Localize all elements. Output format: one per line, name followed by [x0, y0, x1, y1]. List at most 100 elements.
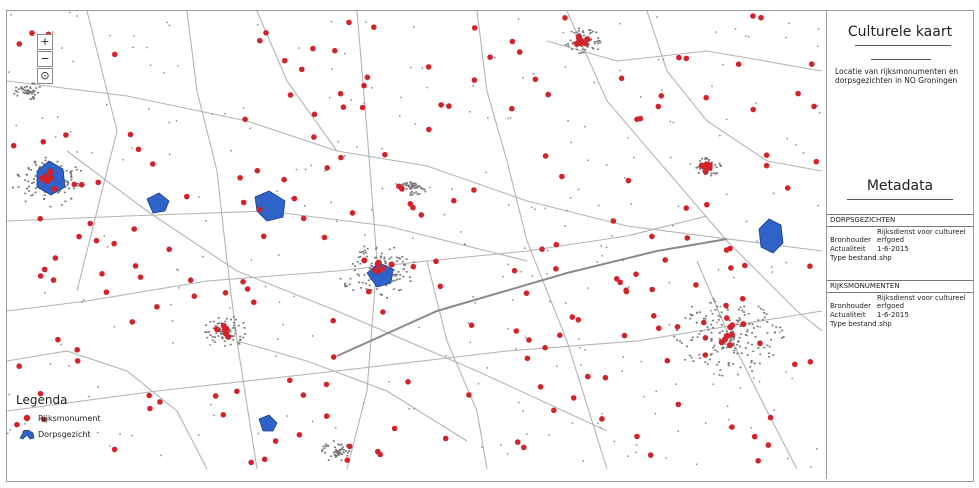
building	[395, 183, 397, 185]
building	[340, 459, 343, 462]
building	[212, 320, 215, 323]
building	[331, 68, 333, 70]
building	[344, 285, 347, 288]
building	[710, 161, 713, 164]
building	[817, 28, 820, 30]
rijksmonument-dot	[551, 407, 557, 414]
rijksmonument-dot	[281, 176, 287, 183]
building	[60, 165, 63, 167]
rijksmonument-dot	[330, 354, 337, 360]
building	[26, 187, 29, 190]
building	[368, 267, 371, 270]
rijksmonument-dot	[569, 314, 576, 320]
building	[34, 175, 37, 177]
building	[725, 346, 728, 349]
rijksmonument-dot	[767, 414, 774, 421]
building	[22, 87, 25, 90]
building	[485, 171, 487, 174]
building	[385, 284, 388, 287]
rijksmonument-dot	[131, 226, 137, 232]
building	[408, 276, 411, 278]
building	[715, 31, 718, 33]
building	[759, 307, 762, 310]
building	[507, 204, 510, 206]
building	[61, 47, 63, 49]
rijksmonument-dot	[47, 169, 54, 176]
building	[464, 243, 467, 245]
building	[34, 90, 36, 92]
building	[768, 352, 771, 355]
building	[396, 278, 399, 281]
building	[690, 314, 693, 317]
building	[60, 204, 63, 206]
building	[635, 451, 637, 454]
building	[477, 382, 480, 385]
building	[349, 277, 352, 280]
rijksmonument-dot	[154, 304, 160, 310]
building	[716, 321, 718, 324]
building	[32, 178, 35, 180]
building	[17, 174, 20, 176]
rijksmonument-dot	[674, 324, 681, 330]
building	[364, 249, 367, 252]
building	[530, 206, 533, 209]
building	[512, 299, 514, 301]
meta-row: Actualiteit 1-6-2015	[827, 244, 973, 253]
building	[739, 366, 742, 369]
building	[202, 255, 204, 258]
legend-item-rijksmonument: Rijksmonument	[16, 411, 101, 427]
map-svg[interactable]	[7, 11, 822, 469]
building	[18, 175, 21, 178]
rijksmonument-dot	[240, 199, 247, 206]
building	[770, 266, 773, 268]
building	[661, 89, 663, 91]
building	[587, 42, 590, 45]
rijksmonument-dot	[729, 424, 735, 430]
building	[217, 317, 220, 319]
rijksmonument-dot	[750, 106, 756, 113]
rijksmonument-dot	[570, 395, 577, 401]
building	[362, 251, 364, 253]
building	[409, 280, 412, 282]
rijksmonument-dot	[634, 433, 640, 440]
building	[44, 291, 46, 294]
map-canvas[interactable]: + − ⊙ Legenda Rijksmonument Dorpsgezicht	[7, 11, 822, 469]
rijksmonument-dot	[446, 103, 452, 109]
zoom-out-button[interactable]: −	[37, 51, 53, 67]
building	[371, 87, 373, 89]
zoom-in-button[interactable]: +	[37, 34, 53, 50]
building	[106, 103, 108, 106]
building	[633, 156, 635, 159]
locate-button[interactable]: ⊙	[37, 68, 53, 84]
building	[578, 30, 581, 32]
building	[763, 311, 765, 314]
building	[65, 181, 68, 183]
rijksmonument-dot	[557, 332, 563, 339]
rijksmonument-dot	[704, 201, 710, 208]
building	[409, 181, 412, 183]
building	[397, 271, 400, 273]
building	[718, 361, 720, 363]
building	[380, 252, 383, 255]
rijksmonument-dot	[99, 271, 105, 277]
building	[696, 336, 699, 338]
building	[581, 48, 584, 51]
building	[358, 274, 361, 277]
building	[229, 330, 232, 333]
rijksmonument-dot	[256, 206, 263, 213]
rijksmonument-dot	[52, 255, 59, 261]
building	[507, 263, 509, 266]
building	[327, 459, 330, 461]
meta-key: Bronhouder	[830, 236, 872, 244]
building	[399, 96, 402, 99]
building	[802, 152, 805, 154]
building	[526, 433, 528, 435]
rijksmonument-dot	[726, 342, 733, 349]
rijksmonument-dot	[559, 173, 565, 180]
building	[710, 172, 713, 175]
building	[751, 370, 754, 372]
building	[213, 414, 215, 417]
rijksmonument-dot	[751, 433, 758, 440]
building	[716, 364, 719, 366]
building	[763, 346, 766, 349]
